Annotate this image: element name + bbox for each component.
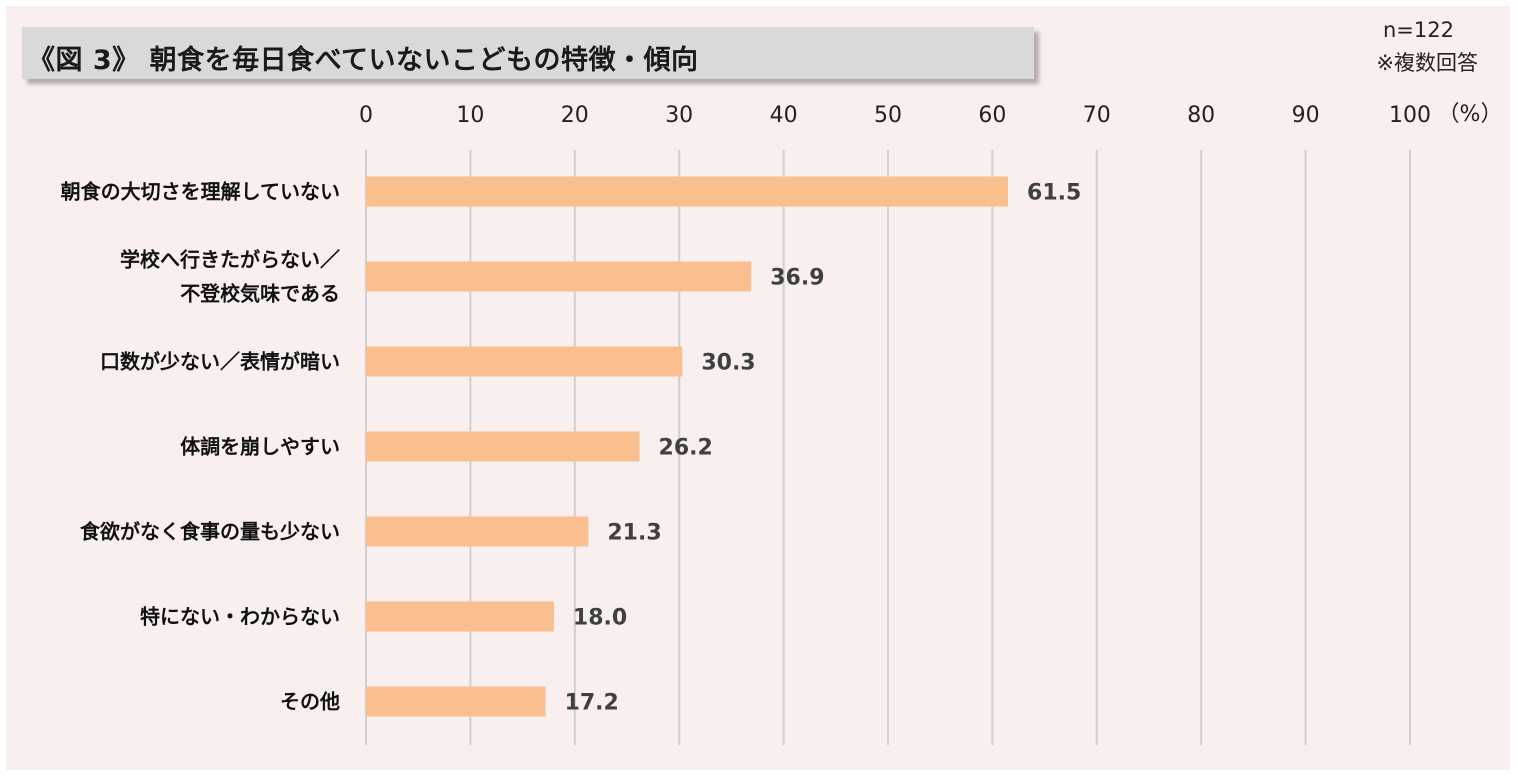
x-axis-ticks: 0 10 20 30 40 50 60 70 80 90 100 [359,103,1431,128]
data-label: 18.0 [573,606,627,631]
value-labels: 61.5 36.9 30.3 26.2 21.3 18.0 17.2 [565,181,1082,716]
data-label: 26.2 [659,436,713,461]
category-label: 不登校気味である [180,282,340,306]
x-tick-label: 30 [665,103,693,128]
x-tick-label: 90 [1292,103,1320,128]
axis-unit-label: （%） [1438,102,1503,127]
sample-size: n=122 [1383,18,1454,42]
title-banner [22,27,1034,79]
multiple-answer-note: ※複数回答 [1376,51,1478,75]
data-label: 30.3 [701,351,755,376]
bar [366,601,554,632]
bar [366,261,752,292]
category-label: 特にない・わからない [140,605,340,629]
x-tick-label: 50 [874,103,902,128]
x-tick-label: 100 [1389,103,1431,128]
chart-title: 《図 3》 朝食を毎日食べていないこどもの特徴・傾向 [28,45,699,76]
category-label: その他 [280,690,340,714]
bar [366,516,589,547]
data-label: 61.5 [1027,181,1081,206]
bar [366,176,1009,207]
category-label: 食欲がなく食事の量も少ない [80,520,340,544]
category-label: 学校へ行きたがらない／ [120,248,340,272]
x-tick-label: 10 [456,103,484,128]
x-tick-label: 80 [1187,103,1215,128]
data-label: 17.2 [565,691,619,716]
bar [366,346,683,377]
bar [366,686,546,717]
x-tick-label: 60 [978,103,1006,128]
bars [366,176,1009,717]
chart-frame [6,6,1510,770]
category-label: 体調を崩しやすい [180,435,340,459]
x-tick-label: 40 [770,103,798,128]
x-tick-label: 0 [359,103,373,128]
data-label: 36.9 [770,266,824,291]
x-tick-label: 20 [561,103,589,128]
data-label: 21.3 [607,521,661,546]
bar [366,431,640,462]
category-label: 朝食の大切さを理解していない [61,180,340,204]
category-label: 口数が少ない／表情が暗い [100,350,340,374]
x-tick-label: 70 [1083,103,1111,128]
